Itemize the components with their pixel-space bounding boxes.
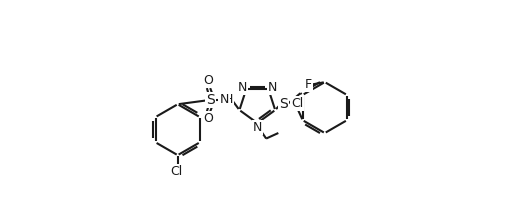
Text: N: N [238,81,247,94]
Text: O: O [204,112,213,125]
Text: H: H [224,93,233,106]
Text: S: S [206,93,215,107]
Text: Cl: Cl [291,97,303,110]
Text: N: N [268,81,277,94]
Text: Cl: Cl [171,165,183,178]
Text: F: F [305,78,312,91]
Text: S: S [279,97,288,111]
Text: N: N [219,93,229,106]
Text: O: O [204,74,213,87]
Text: N: N [252,121,262,134]
